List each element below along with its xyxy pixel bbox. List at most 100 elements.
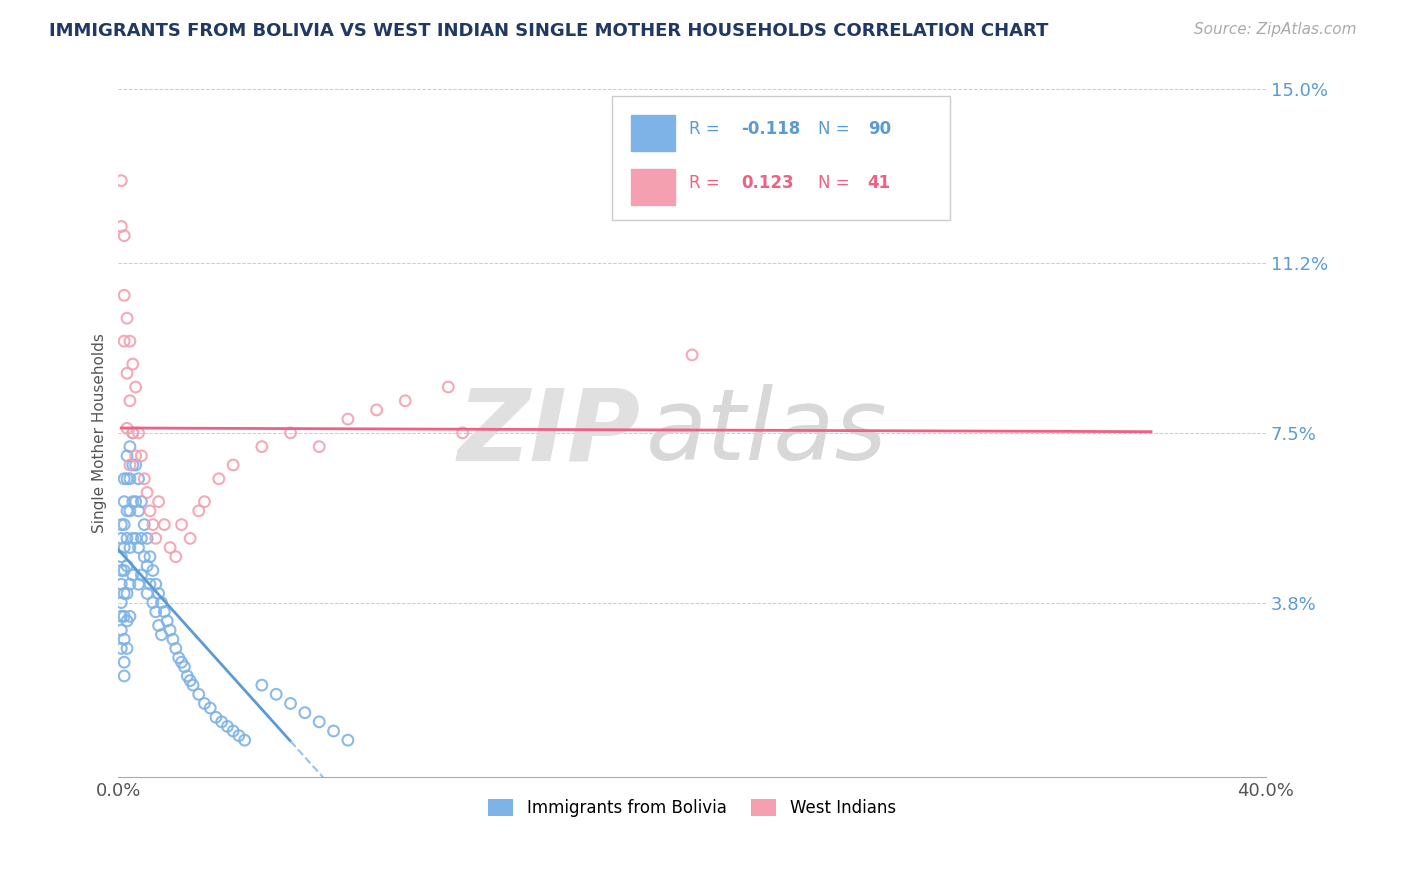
Point [208,472,231,486]
Point [128,541,150,555]
Point [131,532,153,546]
Point [150,628,173,642]
Point [264,687,287,701]
Point [217,719,239,733]
Point [136,532,159,546]
Point [145,577,167,591]
Point [121,568,143,582]
Point [139,504,162,518]
Point [128,504,150,518]
Point [112,517,135,532]
Point [366,403,388,417]
Bar [631,169,675,205]
Point [124,380,146,394]
Point [142,517,165,532]
Point [193,697,215,711]
Point [124,532,146,546]
Point [121,425,143,440]
Point [142,564,165,578]
Point [156,614,179,628]
Point [121,458,143,472]
Point [118,440,141,454]
Point [110,577,132,591]
Point [179,673,201,688]
Text: ZIP: ZIP [457,384,641,482]
Point [205,710,228,724]
Point [110,549,132,564]
Point [170,655,193,669]
Point [112,632,135,647]
Point [150,596,173,610]
Text: -0.118: -0.118 [741,120,800,138]
Point [280,697,302,711]
Point [165,641,187,656]
Point [115,449,138,463]
Point [187,504,209,518]
Point [200,701,222,715]
Point [173,660,195,674]
Point [110,609,132,624]
Text: 90: 90 [868,120,891,138]
Point [250,440,273,454]
Text: 0.123: 0.123 [741,174,794,192]
Point [115,614,138,628]
Point [145,605,167,619]
Point [112,541,135,555]
Point [112,334,135,348]
Point [115,504,138,518]
Text: N =: N = [818,120,855,138]
Point [165,549,187,564]
Point [134,549,156,564]
Point [124,449,146,463]
Point [170,517,193,532]
Point [115,558,138,573]
Point [179,532,201,546]
Point [193,494,215,508]
Point [118,472,141,486]
Point [131,449,153,463]
Point [139,577,162,591]
Point [131,568,153,582]
Point [110,173,132,187]
Point [118,393,141,408]
Legend: Immigrants from Bolivia, West Indians: Immigrants from Bolivia, West Indians [482,792,903,823]
Point [112,586,135,600]
Point [112,472,135,486]
Point [115,311,138,326]
Point [233,733,256,747]
Point [112,609,135,624]
Point [250,678,273,692]
Point [336,733,359,747]
Point [110,564,132,578]
Point [115,641,138,656]
Point [159,541,181,555]
Point [110,641,132,656]
Point [118,609,141,624]
Point [211,714,233,729]
Point [112,494,135,508]
Point [153,517,176,532]
Point [437,380,460,394]
Point [128,577,150,591]
Point [110,517,132,532]
FancyBboxPatch shape [612,95,950,219]
Point [115,586,138,600]
Point [112,655,135,669]
Text: atlas: atlas [647,384,887,482]
Point [115,421,138,435]
Point [110,596,132,610]
Point [308,714,330,729]
Point [112,228,135,243]
Point [136,558,159,573]
Point [115,472,138,486]
Point [131,494,153,508]
Point [118,541,141,555]
Bar [631,115,675,152]
Point [121,357,143,371]
Point [110,623,132,637]
Point [136,586,159,600]
Point [153,605,176,619]
Point [294,706,316,720]
Point [322,724,344,739]
Point [280,425,302,440]
